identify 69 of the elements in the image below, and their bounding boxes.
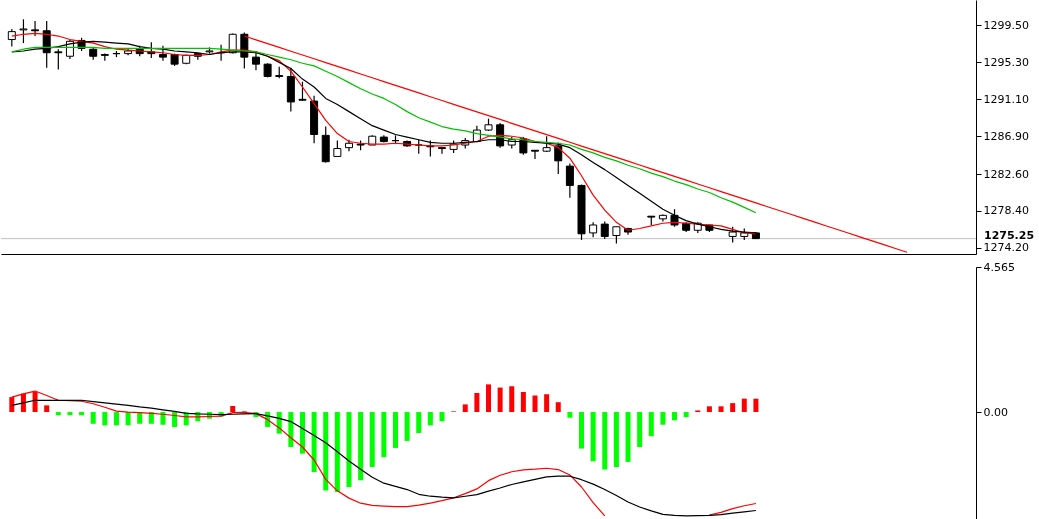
y-tick-label: 1286.90 xyxy=(983,129,1029,143)
bar xyxy=(334,412,340,493)
bar xyxy=(67,412,73,416)
y-tick-label: 1274.20 xyxy=(983,241,1029,255)
bar xyxy=(555,402,561,413)
candlestick xyxy=(251,50,260,71)
bar xyxy=(497,387,503,413)
bar xyxy=(509,386,515,413)
bar xyxy=(44,405,50,413)
bar xyxy=(288,412,294,447)
candlestick xyxy=(31,20,40,37)
bar xyxy=(613,412,619,467)
bar xyxy=(625,412,631,462)
bar xyxy=(311,412,317,473)
bar xyxy=(567,412,573,418)
bar xyxy=(532,395,538,413)
bar xyxy=(79,412,85,416)
bar xyxy=(474,392,480,413)
bar xyxy=(544,394,550,413)
bar xyxy=(323,412,329,491)
bar xyxy=(392,412,398,448)
bar xyxy=(706,406,712,413)
bar xyxy=(102,412,108,426)
y-tick-label: 1299.50 xyxy=(983,18,1029,32)
bar xyxy=(672,412,678,421)
bar xyxy=(462,404,468,413)
candlestick xyxy=(54,48,63,71)
bar xyxy=(718,406,724,413)
bar xyxy=(439,412,445,422)
bar xyxy=(358,412,364,481)
y-tick-label: 1295.30 xyxy=(983,55,1029,69)
bar xyxy=(637,412,643,447)
bar xyxy=(520,392,526,413)
y-tick-label: 0.00 xyxy=(983,405,1008,419)
ref-line-label: 1275.25 xyxy=(984,228,1035,242)
bar xyxy=(369,412,375,467)
y-tick-label: 4.565 xyxy=(983,260,1015,274)
bar xyxy=(753,398,759,413)
candlestick xyxy=(531,149,540,160)
candlestick xyxy=(565,162,574,199)
bar xyxy=(113,412,119,426)
bar xyxy=(230,405,236,413)
bar xyxy=(648,412,654,437)
bar xyxy=(486,384,491,413)
bar xyxy=(381,412,387,458)
bar xyxy=(148,412,154,424)
bar xyxy=(404,412,410,441)
bar xyxy=(137,412,143,424)
y-tick-label: 1282.60 xyxy=(983,167,1029,181)
bar xyxy=(55,412,61,416)
bar xyxy=(683,412,689,418)
bar xyxy=(299,412,305,454)
bar xyxy=(602,412,608,470)
bar xyxy=(590,412,596,462)
candlestick xyxy=(19,18,28,44)
candlestick xyxy=(437,147,446,155)
y-tick-label: 1291.10 xyxy=(983,92,1029,106)
bar xyxy=(416,412,422,433)
bar xyxy=(579,412,585,449)
bar xyxy=(741,398,747,413)
candlestick xyxy=(554,141,563,175)
bar xyxy=(172,412,178,427)
bar xyxy=(90,412,96,424)
y-tick-label: 1278.40 xyxy=(983,204,1029,218)
bar xyxy=(730,403,736,413)
bar xyxy=(427,412,433,426)
bar xyxy=(346,412,352,488)
bar xyxy=(660,412,666,425)
bar xyxy=(125,412,131,426)
